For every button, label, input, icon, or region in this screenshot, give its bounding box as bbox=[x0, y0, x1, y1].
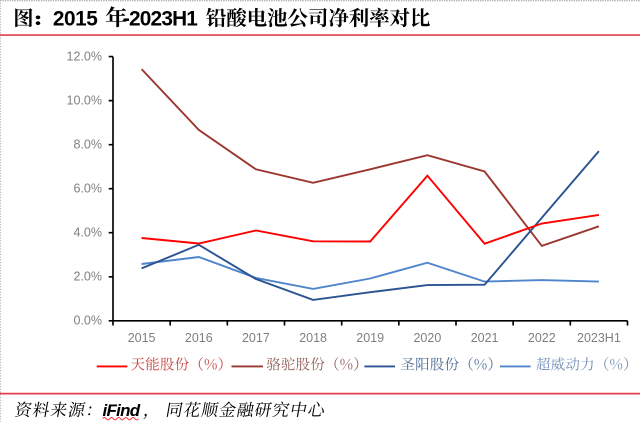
svg-text:2019: 2019 bbox=[356, 331, 384, 345]
svg-text:-2023H1: -2023H1 bbox=[123, 7, 197, 30]
svg-text:2022: 2022 bbox=[528, 331, 556, 345]
svg-text:0.0%: 0.0% bbox=[74, 314, 103, 328]
svg-text:2.0%: 2.0% bbox=[74, 270, 103, 284]
svg-text:4.0%: 4.0% bbox=[74, 226, 103, 240]
svg-text:iFind: iFind bbox=[103, 401, 141, 420]
svg-text:2020: 2020 bbox=[413, 331, 441, 345]
svg-text:2023H1: 2023H1 bbox=[577, 331, 621, 345]
svg-text:6.0%: 6.0% bbox=[74, 182, 103, 196]
svg-text:12.0%: 12.0% bbox=[67, 49, 102, 63]
svg-text:2015: 2015 bbox=[128, 331, 156, 345]
svg-text:10.0%: 10.0% bbox=[67, 93, 102, 107]
svg-text:8.0%: 8.0% bbox=[74, 138, 103, 152]
svg-text:2017: 2017 bbox=[242, 331, 270, 345]
svg-text:2021: 2021 bbox=[471, 331, 499, 345]
svg-text:2015: 2015 bbox=[53, 7, 97, 30]
svg-text:2016: 2016 bbox=[185, 331, 213, 345]
svg-text:2018: 2018 bbox=[299, 331, 327, 345]
